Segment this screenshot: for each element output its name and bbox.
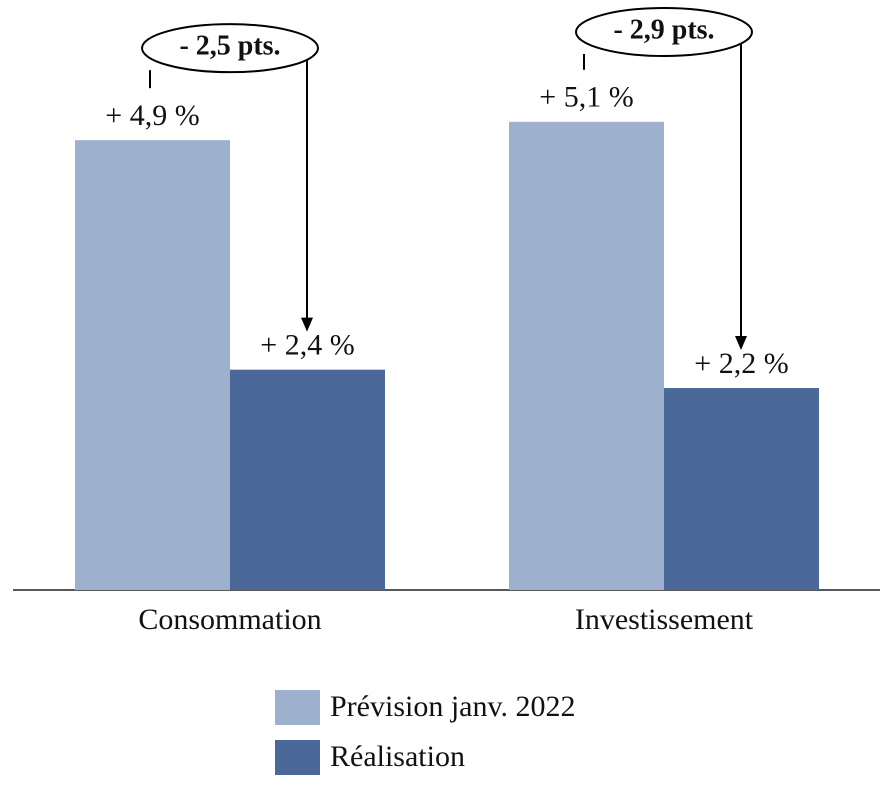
legend-swatch — [275, 690, 320, 725]
annotation: - 2,5 pts. — [179, 31, 280, 62]
legend-label: Prévision janv. 2022 — [330, 690, 576, 723]
value-label: + 4,9 % — [105, 99, 199, 132]
value-label: + 2,2 % — [694, 347, 788, 380]
legend-swatch — [275, 740, 320, 775]
bar — [664, 388, 819, 590]
bar — [509, 121, 664, 590]
arrow-head — [301, 317, 313, 332]
annotation-bubble — [575, 7, 753, 57]
value-label: + 5,1 % — [539, 81, 633, 114]
legend-label: Réalisation — [330, 740, 465, 773]
annotation: - 2,9 pts. — [613, 14, 714, 45]
arrow-head — [735, 336, 747, 351]
x-tick-label: Consommation — [138, 603, 321, 636]
bar — [230, 369, 385, 590]
annotation-bubble — [141, 23, 319, 74]
x-tick-label: Investissement — [575, 603, 754, 636]
value-label: + 2,4 % — [260, 329, 354, 362]
bar — [75, 140, 230, 590]
